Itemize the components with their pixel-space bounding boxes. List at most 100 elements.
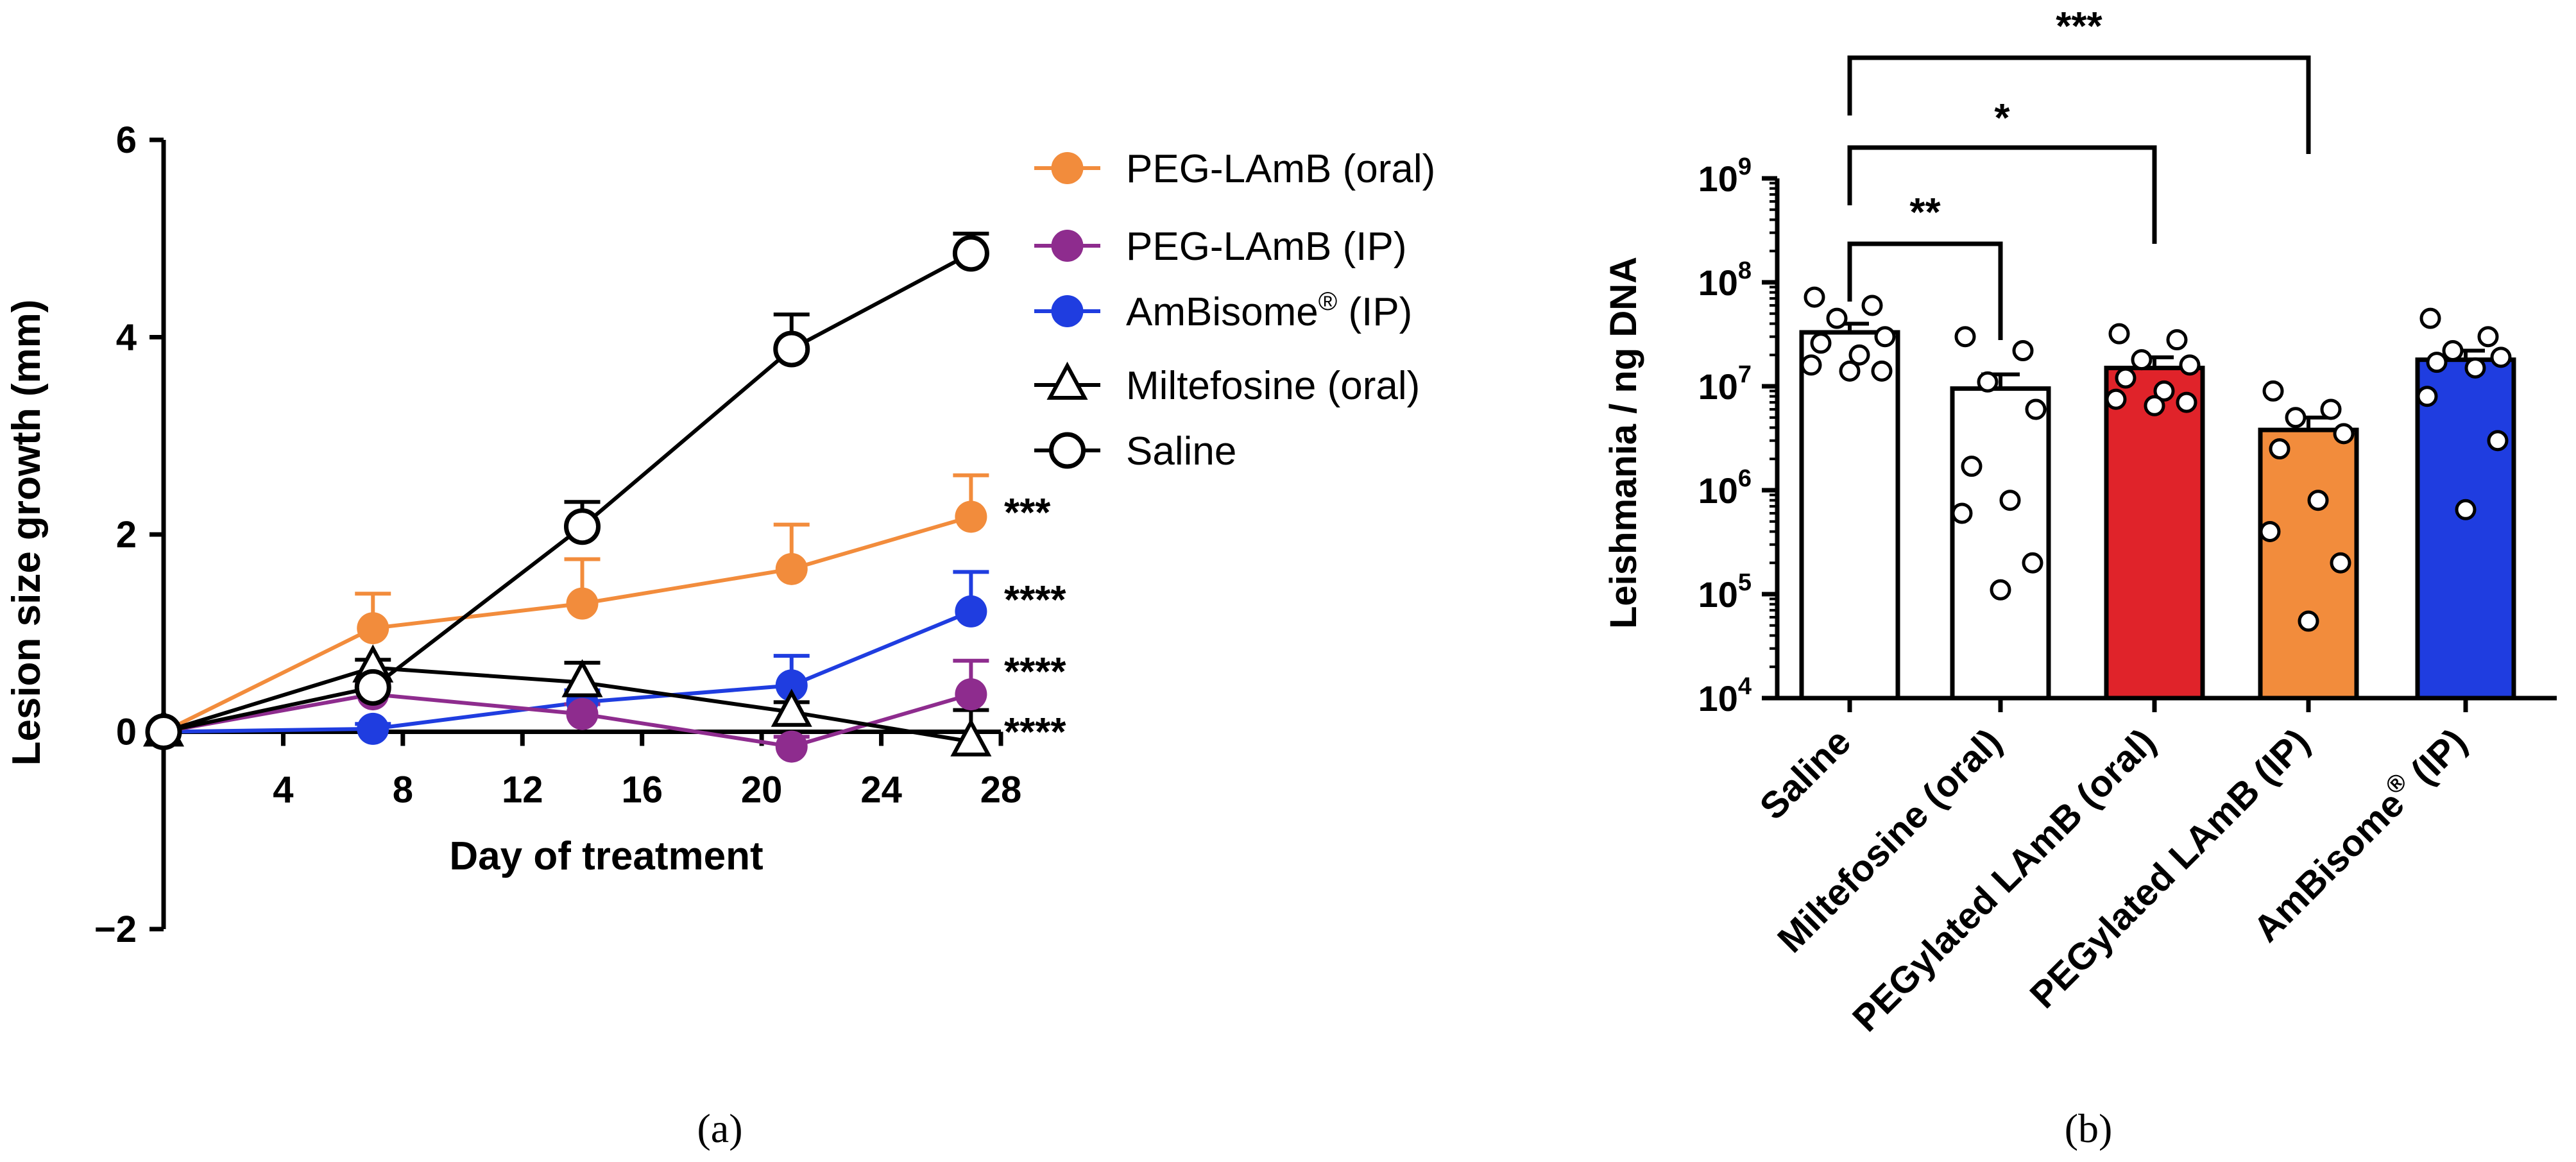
- data-point: [2490, 346, 2512, 368]
- x-axis-title: Day of treatment: [449, 834, 763, 878]
- x-tick-label: 24: [860, 769, 902, 811]
- data-point: [566, 697, 599, 730]
- legend-label: PEG-LAmB (IP): [1126, 225, 1407, 269]
- significance-bracket: [1847, 241, 2003, 340]
- data-point: [2022, 552, 2043, 574]
- data-point: [952, 235, 989, 272]
- data-point: [950, 718, 992, 756]
- legend-marker: [1051, 295, 1084, 327]
- data-point: [2455, 499, 2477, 520]
- data-point: [1810, 332, 1832, 354]
- y-tick-exponent: 8: [1738, 257, 1752, 284]
- data-point: [1951, 502, 1973, 524]
- data-point: [1874, 326, 1896, 348]
- data-point: [2426, 352, 2448, 373]
- data-point: [1999, 490, 2021, 511]
- data-point: [2333, 423, 2355, 445]
- data-point: [566, 587, 599, 620]
- significance-label: ****: [1004, 650, 1066, 694]
- y-tick-exponent: 5: [1738, 569, 1752, 596]
- data-point: [2153, 380, 2175, 402]
- significance-label: ***: [2056, 4, 2103, 49]
- category-label: PEGylated LAmB (oral): [1845, 721, 2163, 1039]
- data-point: [357, 712, 389, 745]
- y-tick-base: 10: [1698, 574, 1738, 615]
- bar: [2415, 357, 2516, 701]
- y-tick-label: 105: [1698, 569, 1752, 615]
- significance-bracket: [1847, 55, 2311, 154]
- panel-label-a: (a): [697, 1106, 742, 1151]
- data-point: [2179, 354, 2201, 376]
- data-point: [2166, 329, 2188, 351]
- legend-label: Miltefosine (oral): [1126, 364, 1420, 408]
- legend-label: PEG-LAmB (oral): [1126, 147, 1435, 191]
- data-point: [2464, 357, 2486, 379]
- data-point: [1871, 360, 1893, 382]
- data-point: [1977, 371, 1999, 393]
- category-label-text: AmBisome: [2246, 783, 2412, 950]
- legend-label-text: Miltefosine (oral): [1126, 364, 1420, 408]
- y-tick-label: 104: [1698, 673, 1752, 719]
- legend-marker: [1049, 432, 1086, 469]
- y-tick-base: 10: [1698, 678, 1738, 719]
- y-tick-label: 4: [116, 317, 137, 359]
- y-tick-label: 107: [1698, 361, 1752, 407]
- significance-label: ****: [1004, 710, 1066, 755]
- data-point: [955, 595, 987, 628]
- y-tick-exponent: 9: [1738, 153, 1752, 180]
- y-tick-label: 109: [1698, 153, 1752, 199]
- category-label-text: PEGylated LAmB (oral): [1845, 721, 2163, 1039]
- x-tick-label: 16: [621, 769, 663, 811]
- legend-label-sup: ®: [1318, 287, 1337, 316]
- data-point: [2259, 520, 2281, 542]
- data-point: [1826, 307, 1848, 329]
- legend-marker: [1051, 152, 1084, 184]
- data-point: [955, 678, 987, 711]
- legend-label-text: PEG-LAmB (IP): [1126, 225, 1407, 269]
- legend-label: Saline: [1126, 429, 1236, 474]
- data-point: [2298, 610, 2319, 632]
- y-tick-base: 10: [1698, 158, 1738, 199]
- legend-label-text: AmBisome: [1126, 290, 1318, 334]
- x-tick-label: 20: [741, 769, 783, 811]
- data-point: [2307, 490, 2329, 511]
- data-point: [2144, 395, 2165, 416]
- category-label-text: Saline: [1752, 721, 1859, 828]
- significance-label: *: [1994, 96, 2010, 141]
- data-point: [2269, 438, 2290, 460]
- data-point: [2025, 398, 2047, 420]
- y-tick-label: 0: [116, 712, 137, 753]
- data-point: [1839, 360, 1861, 382]
- data-point: [2176, 391, 2197, 413]
- data-point: [354, 669, 391, 706]
- y-tick-label: 2: [116, 514, 137, 556]
- data-point: [2419, 307, 2441, 329]
- category-label: PEGylated LAmB (IP): [2022, 721, 2317, 1016]
- y-tick-base: 10: [1698, 470, 1738, 511]
- x-tick-label: 4: [273, 769, 293, 811]
- legend-label: AmBisome® (IP): [1126, 287, 1412, 334]
- legend-label-text: PEG-LAmB (oral): [1126, 147, 1435, 191]
- y-tick-exponent: 6: [1738, 465, 1752, 492]
- data-point: [775, 669, 808, 702]
- legend-label-suffix: (IP): [1337, 290, 1412, 334]
- data-point: [2012, 340, 2034, 362]
- data-point: [1961, 456, 1983, 477]
- y-axis-title: Lesion size growth (mm): [4, 300, 49, 766]
- data-point: [775, 730, 808, 763]
- y-tick-base: 10: [1698, 262, 1738, 303]
- category-label-text: PEGylated LAmB (IP): [2022, 721, 2317, 1016]
- x-tick-label: 12: [502, 769, 543, 811]
- data-point: [775, 552, 808, 585]
- data-point: [145, 713, 182, 750]
- bar: [1950, 386, 2051, 701]
- panel-label-b: (b): [2065, 1106, 2113, 1151]
- significance-bracket: [1847, 145, 2157, 244]
- data-point: [2487, 430, 2509, 452]
- data-point: [2105, 388, 2127, 410]
- data-point: [2477, 326, 2499, 348]
- category-label: Saline: [1752, 721, 1859, 828]
- data-point: [771, 688, 812, 727]
- y-tick-label: −2: [94, 909, 137, 950]
